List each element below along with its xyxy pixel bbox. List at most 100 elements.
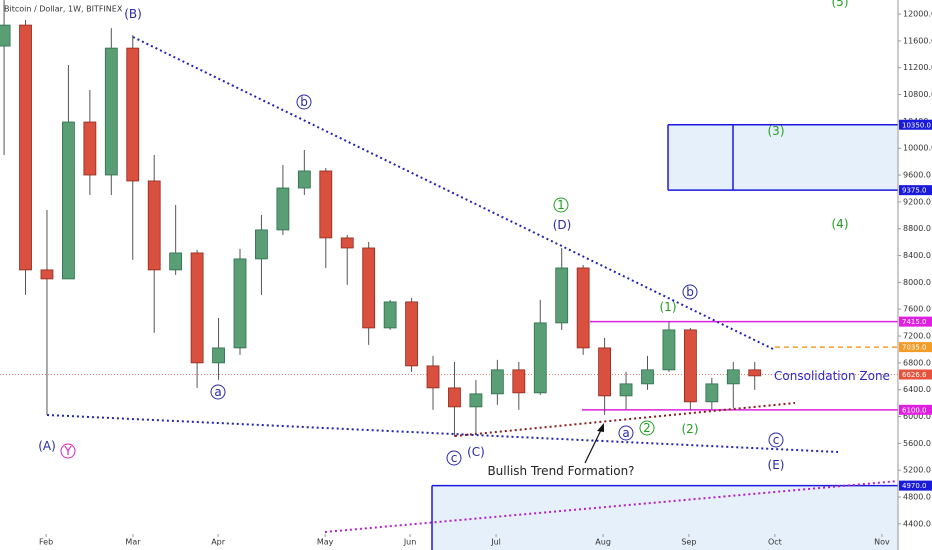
x-tick-label: Apr <box>211 538 226 547</box>
y-tick-label: 5200.0 <box>903 466 931 475</box>
candle-body <box>641 369 654 385</box>
y-tick-label: 9600.0 <box>903 171 931 180</box>
wave-label: (C) <box>467 445 485 459</box>
candle-body <box>297 170 311 189</box>
candle-body <box>276 187 290 231</box>
y-tick-label: 6800.0 <box>903 358 931 367</box>
wave-label: b <box>300 95 308 109</box>
candle-body <box>83 121 97 176</box>
y-tick-label: 8000.0 <box>903 278 931 287</box>
candle-body <box>533 322 547 394</box>
y-tick-label: 11200.0 <box>903 63 932 72</box>
zone-box <box>432 485 898 550</box>
y-tick-label: 12000.0 <box>903 10 932 19</box>
y-tick-label: 8800.0 <box>903 224 931 233</box>
candle-body <box>212 347 225 364</box>
candle-body <box>705 383 719 403</box>
x-tick-label: Jun <box>403 538 417 547</box>
y-tick-label: 5600.0 <box>903 439 931 448</box>
x-tick-label: Oct <box>768 538 782 547</box>
trend-line <box>46 414 839 453</box>
price-label: 4970.0 <box>902 482 927 490</box>
trend-line <box>132 36 776 351</box>
wave-label: (4) <box>832 217 849 231</box>
candle-body <box>0 24 11 47</box>
background <box>0 124 898 550</box>
candle-body <box>340 237 354 249</box>
candle-body <box>104 47 118 176</box>
wave-circle <box>768 432 784 448</box>
wave-label: (1) <box>660 300 677 314</box>
wave-label: (E) <box>768 458 785 472</box>
wave-circle <box>210 384 226 400</box>
trend-line <box>324 477 932 533</box>
candle-body <box>662 329 676 371</box>
wave-label: (A) <box>38 439 56 453</box>
y-tick-label: 11600.0 <box>903 36 932 45</box>
candle-body <box>619 383 633 397</box>
price-label: 9375.0 <box>902 187 927 195</box>
candle-body <box>233 258 247 349</box>
candle-body <box>426 365 440 389</box>
price-label-box <box>899 316 932 327</box>
candle-body <box>319 170 333 239</box>
candle-body <box>383 301 397 329</box>
candle-body <box>555 267 569 324</box>
drawings <box>46 36 932 533</box>
price-label: 7415.0 <box>902 318 927 326</box>
x-tick-label: Feb <box>39 538 53 547</box>
y-tick-label: 6000.0 <box>903 412 931 421</box>
y-tick-label: 10800.0 <box>903 90 932 99</box>
wave-circle <box>60 443 76 459</box>
candle-body <box>255 229 268 260</box>
price-label-box <box>899 119 932 130</box>
y-tick-label: 4400.0 <box>903 519 931 528</box>
x-tick-label: Mar <box>125 538 141 547</box>
candle-body <box>62 121 75 280</box>
candle-body <box>147 180 161 271</box>
candle-body <box>448 387 461 408</box>
price-label: 7035.0 <box>902 344 927 352</box>
candle-body <box>512 369 526 394</box>
candle-body <box>726 369 740 385</box>
zone-box <box>668 124 898 191</box>
wave-circle <box>446 450 462 466</box>
candle-body <box>748 369 762 377</box>
y-tick-label: 4800.0 <box>903 493 931 502</box>
wave-circle <box>553 197 569 213</box>
wave-label: 2 <box>643 421 651 435</box>
price-label-box <box>899 342 932 353</box>
candle-body <box>190 252 204 364</box>
candle-body <box>469 393 483 408</box>
arrow <box>584 427 603 464</box>
candle-body <box>362 247 376 329</box>
x-tick-label: Sep <box>681 538 696 547</box>
candle-body <box>405 301 418 367</box>
price-label: 10350.0 <box>902 121 931 129</box>
x-tick-label: May <box>317 538 334 547</box>
y-tick-label: 8400.0 <box>903 251 931 260</box>
wave-label: (5) <box>832 0 849 9</box>
price-label-box <box>899 369 932 380</box>
arrow-head <box>597 423 604 432</box>
wave-circle <box>682 284 698 300</box>
chart-title: Bitcoin / Dollar, 1W, BITFINEX <box>4 5 123 14</box>
price-label-box <box>899 480 932 491</box>
x-tick-label: Nov <box>874 538 890 547</box>
candle-body <box>126 47 140 182</box>
y-tick-label: 7600.0 <box>903 305 931 314</box>
wave-label: c <box>773 433 780 447</box>
y-tick-label: 9200.0 <box>903 197 931 206</box>
candle-body <box>169 252 183 271</box>
wave-label: (3) <box>768 124 785 138</box>
price-label: 6626.6 <box>902 371 927 379</box>
wave-label: a <box>214 385 221 399</box>
wave-label: Y <box>63 444 72 458</box>
candle-body <box>490 369 504 395</box>
price-label-box <box>899 404 932 415</box>
y-tick-label: 6400.0 <box>903 385 931 394</box>
wave-circle <box>296 94 312 110</box>
wave-label: (B) <box>124 7 142 21</box>
wave-label: (2) <box>682 422 699 436</box>
